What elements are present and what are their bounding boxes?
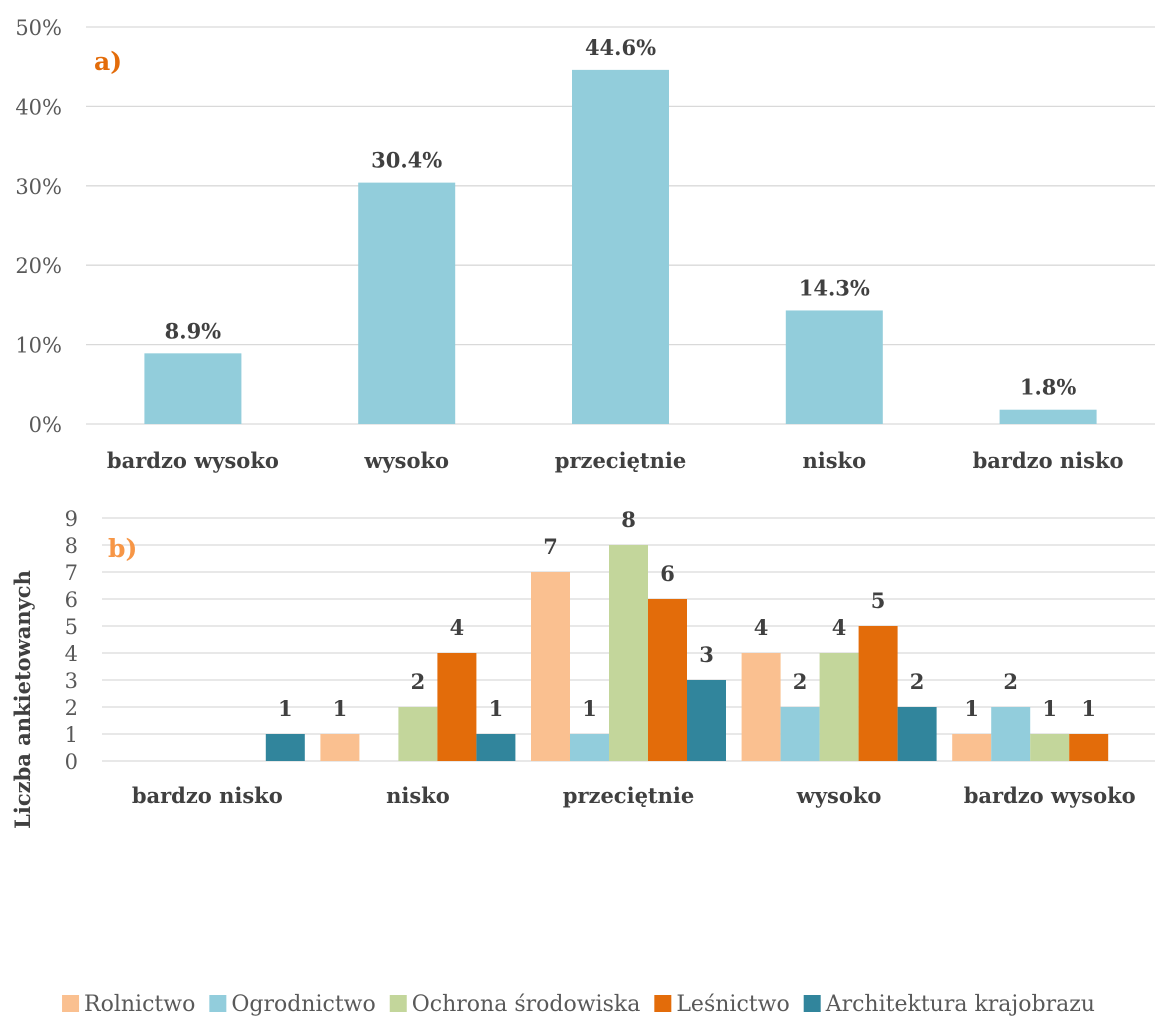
y-tick-label-a: 40%: [15, 95, 62, 119]
data-label-b: 2: [1003, 669, 1018, 694]
x-category-label-b: bardzo wysoko: [964, 783, 1136, 808]
y-tick-label-a: 20%: [15, 254, 62, 278]
data-label-b: 1: [333, 696, 348, 721]
bar-b: [858, 626, 898, 761]
x-category-label-b: bardzo nisko: [132, 783, 283, 808]
bar-b: [952, 734, 992, 761]
legend-swatch: [654, 995, 672, 1012]
bar-a: [999, 409, 1097, 424]
bar-b: [741, 653, 781, 761]
bar-b: [991, 707, 1031, 761]
legend-label: Ochrona środowiska: [412, 992, 641, 1017]
x-category-label-a: przeciętnie: [555, 448, 686, 473]
y-tick-label-b: 6: [65, 588, 78, 612]
data-label-a: 14.3%: [799, 275, 870, 300]
data-label-b: 1: [582, 696, 597, 721]
bar-a: [572, 69, 669, 424]
bar-b: [476, 734, 516, 761]
bar-b: [819, 653, 859, 761]
bar-b: [531, 572, 570, 761]
legend: Rolnictwo Ogrodnictwo Ochrona środowiska Le…: [62, 992, 1095, 1017]
data-label-b: 4: [450, 615, 465, 640]
data-label-b: 2: [910, 669, 925, 694]
data-label-b: 7: [543, 534, 558, 559]
bar-b: [398, 707, 438, 761]
bar-a: [785, 310, 883, 424]
legend-label: Ogrodnictwo: [231, 992, 375, 1017]
panel-label-a: a): [94, 47, 122, 76]
y-tick-label-a: 30%: [15, 175, 62, 199]
bar-b: [1069, 734, 1109, 761]
y-tick-label-b: 0: [65, 750, 78, 774]
legend-label: Architektura krajobrazu: [825, 992, 1095, 1017]
x-category-label-b: przeciętnie: [563, 783, 694, 808]
data-label-a: 1.8%: [1020, 375, 1077, 400]
data-label-b: 2: [411, 669, 426, 694]
y-tick-label-b: 9: [65, 507, 78, 531]
y-tick-label-b: 1: [65, 723, 78, 747]
y-tick-label-b: 5: [65, 615, 78, 639]
panel-a-bar-chart: 0% 10% 20% 30% 40% 50% 8.9% bardzo wysoko 30.4% w…: [15, 16, 1155, 473]
data-label-b: 8: [621, 507, 636, 532]
x-category-label-a: wysoko: [363, 448, 449, 473]
y-tick-label-b: 3: [65, 669, 78, 693]
x-category-label-a: bardzo nisko: [973, 448, 1124, 473]
bar-b: [609, 545, 648, 761]
bar-b: [897, 707, 937, 761]
bar-b: [437, 653, 477, 761]
panel-label-b: b): [108, 534, 137, 563]
data-label-b: 5: [871, 588, 886, 613]
y-axis-label-b: Liczba ankietowanych: [10, 570, 35, 829]
data-label-b: 1: [1042, 696, 1057, 721]
data-label-b: 1: [1081, 696, 1096, 721]
bar-b: [265, 734, 305, 761]
legend-swatch: [803, 995, 821, 1012]
data-label-a: 30.4%: [371, 148, 442, 173]
bar-a: [358, 182, 456, 424]
bar-b: [570, 734, 609, 761]
bar-b: [687, 680, 726, 761]
x-category-label-b: nisko: [386, 783, 450, 808]
bar-b: [780, 707, 820, 761]
bar-b: [320, 734, 360, 761]
y-tick-label-b: 8: [65, 534, 78, 558]
legend-swatch: [62, 995, 80, 1012]
y-tick-label-a: 50%: [15, 16, 62, 40]
data-label-b: 1: [964, 696, 979, 721]
data-label-a: 8.9%: [165, 318, 222, 343]
data-label-b: 1: [489, 696, 504, 721]
data-label-b: 4: [754, 615, 769, 640]
y-tick-label-a: 10%: [15, 334, 62, 358]
x-category-label-a: bardzo wysoko: [107, 448, 279, 473]
y-tick-label-b: 2: [65, 696, 78, 720]
x-category-label-a: nisko: [802, 448, 866, 473]
bar-a: [144, 353, 242, 424]
x-category-label-b: wysoko: [796, 783, 882, 808]
y-tick-label-b: 4: [65, 642, 78, 666]
data-label-b: 2: [793, 669, 808, 694]
data-label-a: 44.6%: [585, 35, 656, 60]
data-label-b: 1: [278, 696, 293, 721]
bar-b: [1030, 734, 1070, 761]
data-label-b: 6: [660, 561, 675, 586]
y-tick-label-a: 0%: [29, 413, 62, 437]
legend-swatch: [389, 995, 407, 1012]
legend-swatch: [209, 995, 227, 1012]
legend-label: Leśnictwo: [676, 992, 789, 1017]
data-label-b: 4: [832, 615, 847, 640]
legend-label: Rolnictwo: [84, 992, 195, 1017]
data-label-b: 3: [699, 642, 714, 667]
bar-b: [648, 599, 687, 761]
y-tick-label-b: 7: [65, 561, 78, 585]
